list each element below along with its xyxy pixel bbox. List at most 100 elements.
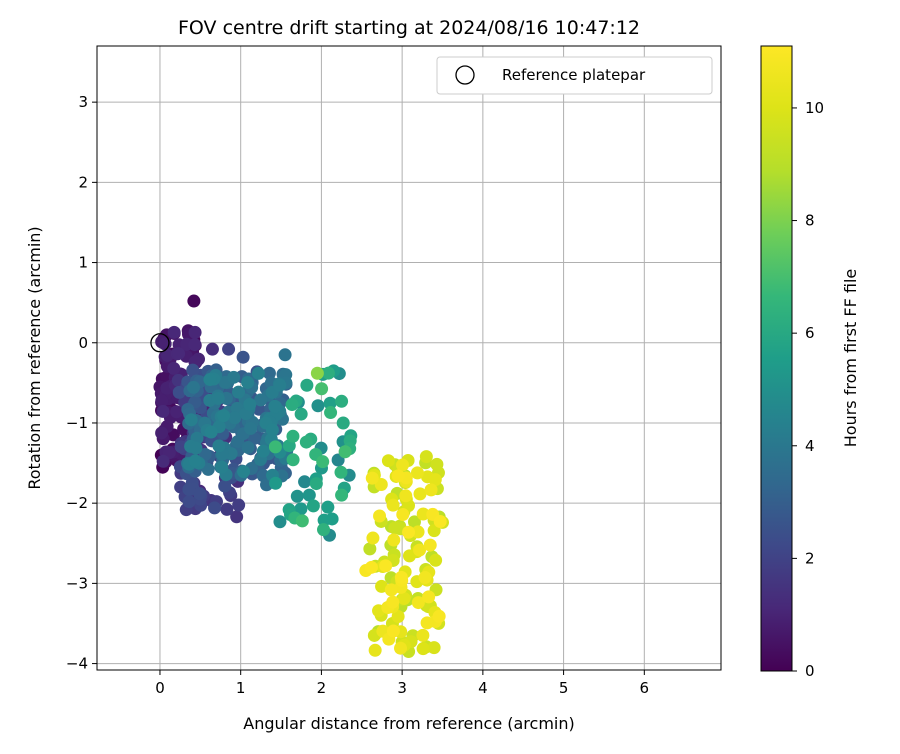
- data-point: [273, 515, 287, 529]
- colorbar: 0 2 4 6 8 10 Hours from first FF file: [760, 45, 860, 680]
- data-point: [251, 366, 265, 380]
- data-point: [211, 392, 225, 406]
- data-point: [411, 596, 425, 610]
- data-point: [172, 385, 186, 399]
- data-point: [236, 350, 250, 364]
- data-point: [427, 641, 441, 655]
- data-point: [205, 342, 219, 356]
- data-point: [302, 488, 316, 502]
- data-point: [334, 465, 348, 479]
- data-point: [187, 294, 201, 308]
- data-point: [204, 425, 218, 439]
- data-point: [187, 380, 201, 394]
- data-point: [220, 502, 234, 516]
- y-tick-label: −3: [66, 574, 88, 592]
- data-point: [160, 348, 174, 362]
- data-point: [386, 624, 400, 638]
- data-point: [416, 642, 430, 656]
- x-tick-label: 2: [317, 679, 327, 697]
- colorbar-tick-label: 0: [805, 662, 815, 680]
- data-point: [241, 440, 255, 454]
- data-point: [323, 396, 337, 410]
- data-point: [227, 370, 241, 384]
- data-point: [416, 628, 430, 642]
- data-point: [298, 475, 312, 489]
- data-point: [316, 455, 330, 469]
- data-point: [402, 549, 416, 563]
- data-point: [321, 366, 335, 380]
- data-point: [188, 454, 202, 468]
- data-point: [186, 363, 200, 377]
- data-point: [286, 453, 300, 467]
- data-points: [153, 294, 450, 659]
- data-point: [407, 515, 421, 529]
- colorbar-tick-label: 2: [805, 549, 815, 567]
- data-point: [243, 397, 257, 411]
- data-point: [368, 643, 382, 657]
- data-point: [374, 477, 388, 491]
- data-point: [201, 462, 215, 476]
- data-point: [184, 413, 198, 427]
- data-point: [394, 570, 408, 584]
- data-point: [384, 583, 398, 597]
- data-point: [365, 471, 379, 485]
- data-point: [203, 373, 217, 387]
- data-point: [315, 382, 329, 396]
- data-point: [262, 366, 276, 380]
- reference-platepar-marker: [150, 333, 170, 353]
- data-point: [158, 337, 172, 351]
- colorbar-tick-label: 8: [805, 212, 815, 230]
- legend: Reference platepar: [436, 56, 713, 95]
- data-point: [278, 348, 292, 362]
- data-point: [423, 538, 437, 552]
- data-point: [294, 502, 308, 516]
- data-point: [189, 441, 203, 455]
- data-point: [295, 514, 309, 528]
- data-point: [155, 394, 169, 408]
- data-point: [387, 533, 401, 547]
- data-point: [373, 509, 387, 523]
- y-tick-label: −2: [66, 494, 88, 512]
- x-tick-label: 1: [236, 679, 246, 697]
- data-point: [430, 457, 444, 471]
- plot-frame: [96, 45, 722, 671]
- colorbar-tick-label: 4: [805, 437, 815, 455]
- y-axis-ticks: −4 −3 −2 −1 0 1 2 3: [66, 93, 97, 673]
- data-point: [182, 482, 196, 496]
- data-point: [379, 559, 393, 573]
- data-point: [416, 507, 430, 521]
- data-point: [311, 399, 325, 413]
- chart-title: FOV centre drift starting at 2024/08/16 …: [178, 17, 640, 39]
- data-point: [188, 325, 202, 339]
- x-tick-label: 6: [640, 679, 650, 697]
- data-point: [232, 498, 246, 512]
- data-point: [290, 489, 304, 503]
- data-point: [170, 405, 184, 419]
- data-point: [410, 466, 424, 480]
- data-point: [172, 347, 186, 361]
- data-point: [420, 616, 434, 630]
- data-point: [306, 499, 320, 513]
- data-point: [411, 525, 425, 539]
- y-axis-label: Rotation from reference (arcmin): [25, 226, 44, 489]
- data-point: [386, 595, 400, 609]
- colorbar-tick-label: 6: [805, 324, 815, 342]
- data-point: [215, 460, 229, 474]
- legend-box: [436, 56, 713, 95]
- data-point: [269, 476, 283, 490]
- y-tick-label: −4: [66, 655, 88, 673]
- data-point: [335, 488, 349, 502]
- data-point: [156, 454, 170, 468]
- data-point: [396, 458, 410, 472]
- data-point: [366, 531, 380, 545]
- data-point: [394, 641, 408, 655]
- data-point: [324, 406, 338, 420]
- legend-entry-reference-platepar: Reference platepar: [502, 66, 646, 84]
- data-point: [309, 477, 323, 491]
- data-point: [232, 385, 246, 399]
- data-point: [381, 454, 395, 468]
- data-point: [212, 439, 226, 453]
- colorbar-gradient: [760, 45, 793, 672]
- data-point: [294, 407, 308, 421]
